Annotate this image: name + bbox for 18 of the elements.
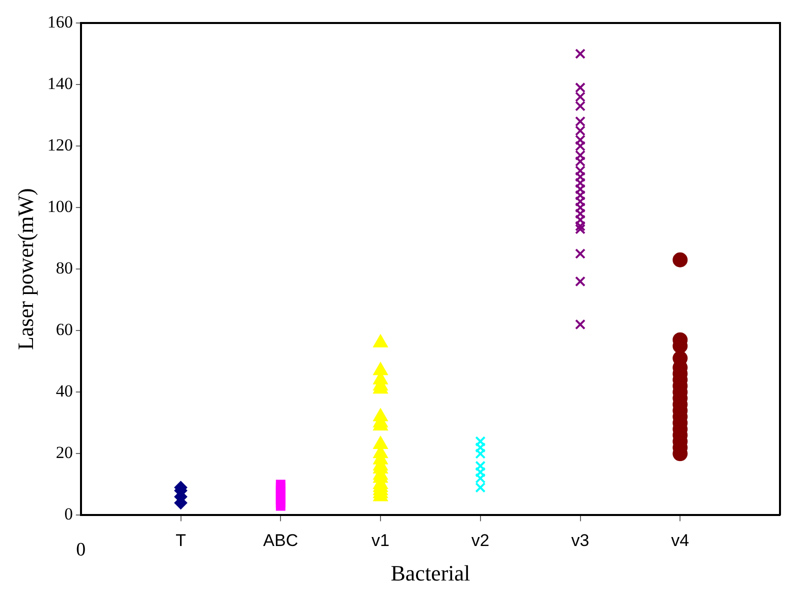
y-tick-label: 20 (56, 443, 73, 462)
y-tick-label: 120 (47, 136, 73, 155)
x-tick-label: v3 (571, 531, 590, 550)
y-tick-label: 100 (47, 197, 73, 216)
y-tick-label: 0 (64, 504, 73, 524)
x-tick-label: T (176, 531, 186, 550)
y-tick-label: 80 (56, 258, 73, 278)
y-tick-label: 140 (47, 74, 73, 93)
x-tick-label: v4 (671, 531, 690, 550)
x-tick-label: v1 (372, 531, 390, 550)
y-tick-label: 160 (47, 12, 73, 32)
x-tick-label: ABC (263, 531, 298, 550)
x-tick-label: v2 (471, 531, 490, 550)
text: 0 (76, 540, 86, 561)
y-axis-title: Laser power(mW) (12, 188, 38, 350)
x-axis-title: Bacterial (390, 560, 470, 586)
y-tick-label: 40 (56, 382, 73, 401)
y-tick-label: 60 (56, 320, 73, 340)
